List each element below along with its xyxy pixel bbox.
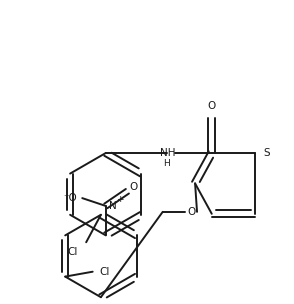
Text: O: O: [187, 207, 195, 217]
Text: O: O: [129, 182, 137, 192]
Text: N: N: [109, 201, 116, 211]
Text: NH: NH: [160, 148, 175, 158]
Text: O: O: [208, 101, 216, 111]
Text: S: S: [264, 148, 270, 158]
Text: Cl: Cl: [67, 247, 78, 257]
Text: +: +: [116, 195, 123, 204]
Text: H: H: [163, 159, 170, 168]
Text: ⁻O: ⁻O: [64, 193, 77, 203]
Text: Cl: Cl: [99, 267, 110, 277]
